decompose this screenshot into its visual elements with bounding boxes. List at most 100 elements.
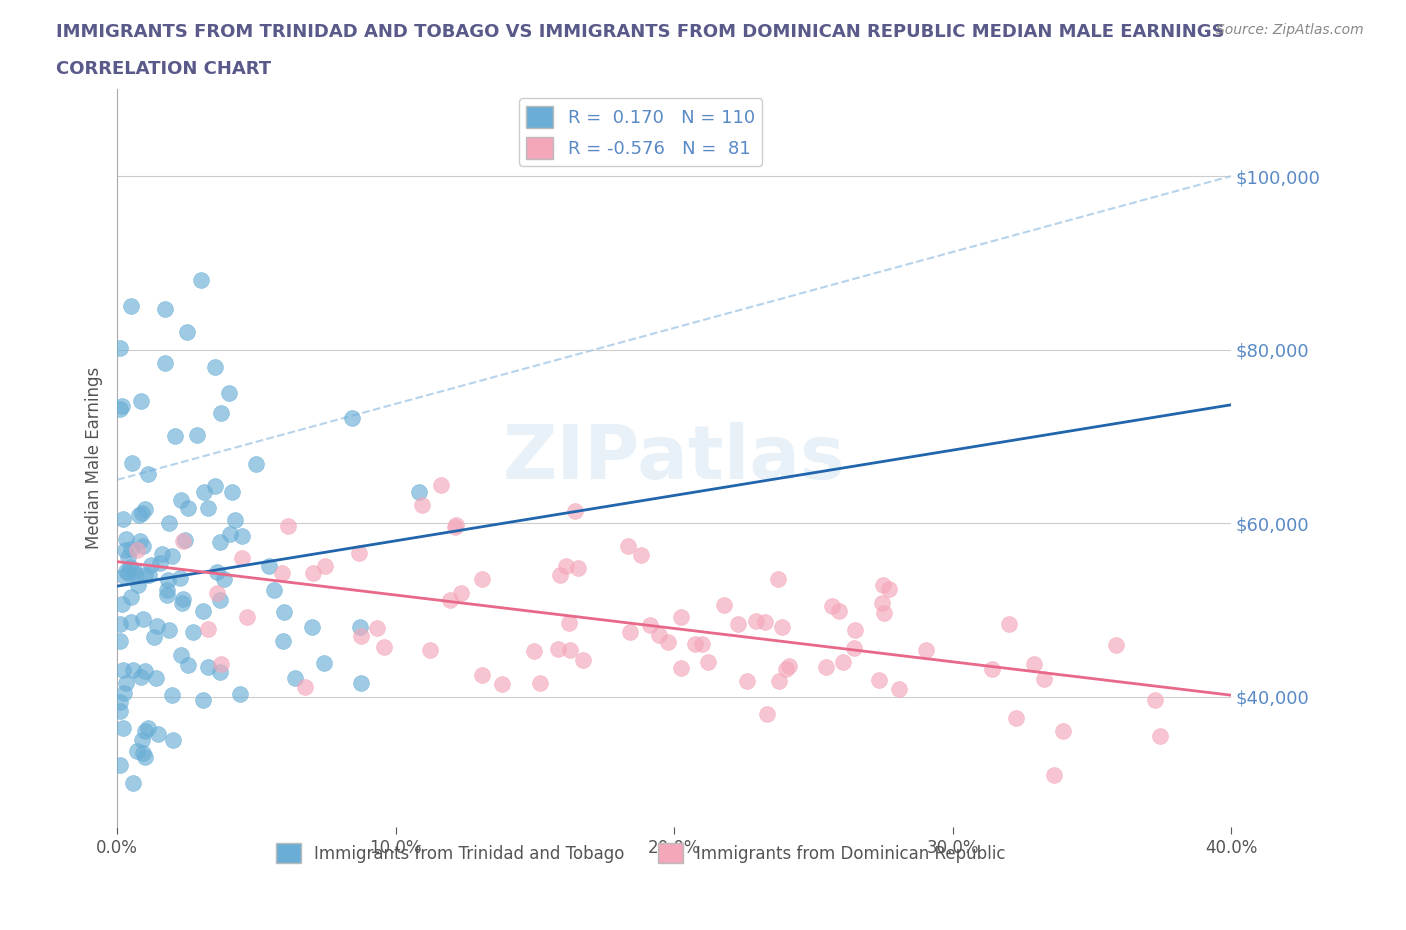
Point — [114, 676, 136, 691]
Point — [132, 746, 155, 761]
Point — [770, 619, 793, 634]
Point — [713, 597, 735, 612]
Point — [120, 299, 142, 313]
Point — [373, 640, 395, 655]
Point — [172, 534, 194, 549]
Point — [270, 565, 292, 580]
Point — [120, 590, 142, 604]
Point — [821, 599, 844, 614]
Point — [112, 685, 135, 700]
Point — [204, 478, 226, 493]
Point — [115, 564, 138, 578]
Point — [523, 644, 546, 658]
Point — [657, 634, 679, 649]
Point — [134, 664, 156, 679]
Point — [768, 572, 790, 587]
Point — [548, 567, 571, 582]
Point — [831, 655, 853, 670]
Point — [446, 517, 468, 532]
Point — [108, 703, 131, 718]
Point — [1005, 711, 1028, 725]
Point — [271, 634, 294, 649]
Point — [981, 662, 1004, 677]
Point — [162, 733, 184, 748]
Text: ZIPatlas: ZIPatlas — [503, 421, 845, 495]
Point — [170, 648, 193, 663]
Point — [547, 642, 569, 657]
Point — [129, 393, 152, 408]
Point — [132, 612, 155, 627]
Point — [236, 609, 259, 624]
Point — [174, 533, 197, 548]
Point — [411, 498, 433, 512]
Point — [136, 467, 159, 482]
Point — [873, 605, 896, 620]
Legend: Immigrants from Trinidad and Tobago, Immigrants from Dominican Republic: Immigrants from Trinidad and Tobago, Imm… — [269, 836, 1012, 870]
Point — [408, 485, 430, 499]
Point — [111, 398, 134, 413]
Point — [208, 592, 231, 607]
Point — [314, 656, 336, 671]
Point — [169, 493, 191, 508]
Point — [197, 501, 219, 516]
Point — [558, 616, 581, 631]
Point — [430, 478, 453, 493]
Point — [197, 622, 219, 637]
Point — [669, 660, 692, 675]
Point — [245, 456, 267, 471]
Point — [129, 534, 152, 549]
Point — [122, 563, 145, 578]
Point — [671, 609, 693, 624]
Point — [778, 658, 800, 673]
Point — [124, 567, 146, 582]
Point — [212, 571, 235, 586]
Point — [219, 526, 242, 541]
Point — [844, 622, 866, 637]
Point — [193, 485, 215, 499]
Point — [301, 565, 323, 580]
Point — [868, 672, 890, 687]
Point — [114, 542, 136, 557]
Point — [366, 620, 388, 635]
Point — [108, 633, 131, 648]
Point — [630, 548, 652, 563]
Point — [145, 618, 167, 633]
Point — [619, 624, 641, 639]
Point — [160, 548, 183, 563]
Point — [349, 546, 371, 561]
Point — [191, 604, 214, 618]
Point — [1143, 693, 1166, 708]
Point — [120, 541, 142, 556]
Point — [218, 386, 240, 401]
Point — [134, 502, 156, 517]
Point — [162, 687, 184, 702]
Point — [112, 569, 135, 584]
Point — [301, 619, 323, 634]
Point — [471, 668, 494, 683]
Point — [177, 658, 200, 672]
Point — [879, 581, 901, 596]
Point — [117, 550, 139, 565]
Point — [277, 519, 299, 534]
Point — [1149, 729, 1171, 744]
Point — [150, 547, 173, 562]
Point — [181, 624, 204, 639]
Point — [340, 410, 363, 425]
Point — [156, 582, 179, 597]
Point — [450, 586, 472, 601]
Point — [111, 720, 134, 735]
Point — [471, 572, 494, 587]
Point — [273, 604, 295, 619]
Point — [134, 724, 156, 738]
Point — [148, 555, 170, 570]
Point — [186, 428, 208, 443]
Point — [564, 503, 586, 518]
Point — [727, 617, 749, 631]
Point — [690, 636, 713, 651]
Point — [558, 643, 581, 658]
Point — [205, 565, 228, 579]
Point — [998, 617, 1021, 631]
Point — [842, 640, 865, 655]
Point — [111, 662, 134, 677]
Point — [491, 677, 513, 692]
